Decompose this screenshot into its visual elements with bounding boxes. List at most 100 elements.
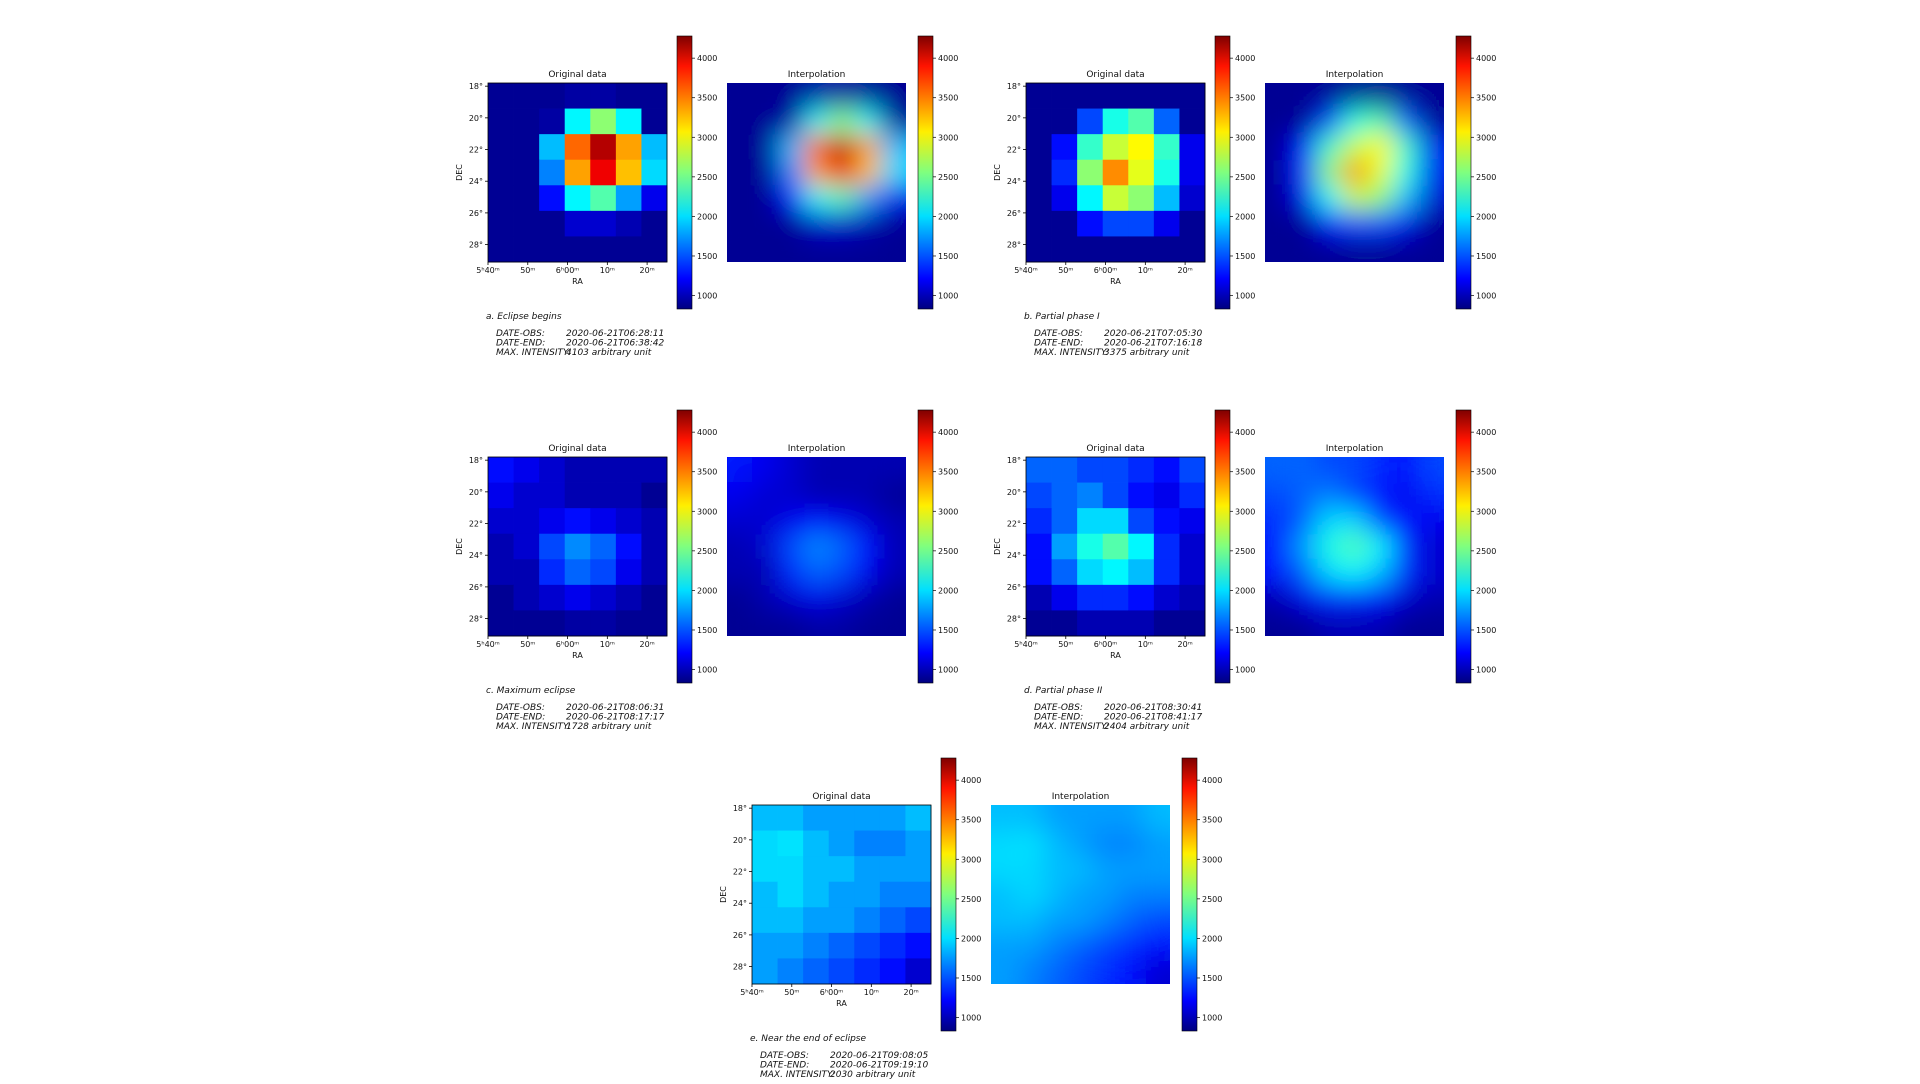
cell	[1026, 559, 1052, 586]
cell	[564, 482, 591, 509]
interp-cell	[1093, 805, 1120, 831]
colorbar-label: 1500	[961, 974, 981, 983]
cell	[1026, 185, 1052, 212]
interp-cell	[1418, 559, 1444, 586]
cell	[1051, 210, 1078, 237]
cell	[539, 584, 566, 611]
interp-cell	[1316, 236, 1343, 262]
cell	[641, 83, 668, 109]
interp-cell	[1265, 210, 1291, 237]
cell	[1051, 508, 1078, 535]
colorbar-label: 2000	[1235, 586, 1255, 595]
colorbar-label: 4000	[697, 54, 717, 63]
cell	[539, 559, 566, 586]
interp-cell	[1392, 236, 1419, 262]
y-tick-label: 26°	[1007, 583, 1021, 592]
interp-cell	[1392, 533, 1419, 560]
interp-cell	[752, 584, 779, 611]
colorbar-label: 3000	[697, 507, 717, 516]
interp-cell	[854, 610, 881, 636]
cell	[879, 830, 906, 857]
interp-cell	[1118, 830, 1145, 857]
info-key: DATE-END:	[496, 339, 545, 349]
interp-cell	[829, 482, 856, 509]
cell	[1179, 457, 1206, 483]
interp-cell	[778, 210, 805, 237]
cell	[1051, 185, 1078, 212]
cell	[564, 83, 591, 109]
interp-cell	[1290, 210, 1317, 237]
cell	[539, 185, 566, 212]
cell	[1077, 108, 1104, 135]
info-value: 1728 arbitrary unit	[566, 722, 652, 732]
interp-cell	[1418, 508, 1444, 535]
panel: Original data 5ʰ40ᵐ 50ᵐ 6ʰ00ᵐ 10ᵐ 20ᵐ 18° 20° 22…	[993, 409, 1496, 732]
caption: d. Partial phase II	[1024, 686, 1103, 696]
y-tick-label: 20°	[733, 836, 747, 845]
interp-cell	[854, 108, 881, 135]
y-tick-label: 24°	[469, 551, 483, 560]
interp-cell	[1341, 610, 1368, 636]
interp-cell	[752, 610, 779, 636]
info-key: DATE-OBS:	[1034, 329, 1083, 339]
cell	[641, 134, 668, 161]
colorbar-label: 2500	[697, 547, 717, 556]
interp-cell	[1118, 907, 1145, 934]
interp-cell	[778, 610, 805, 636]
x-tick-label: 10ᵐ	[864, 988, 879, 997]
interp-cell	[1367, 210, 1394, 237]
cell	[1179, 482, 1206, 509]
interp-cell	[1265, 559, 1291, 586]
interp-cell	[1265, 108, 1291, 135]
cell	[1026, 236, 1052, 263]
cell	[539, 508, 566, 535]
cell	[1077, 482, 1104, 509]
interp-cell	[778, 185, 805, 212]
interp-cell	[854, 210, 881, 237]
colorbar	[1455, 35, 1472, 310]
x-tick-label: 50ᵐ	[784, 988, 799, 997]
info-key: MAX. INTENSITY:	[496, 348, 571, 358]
cell	[590, 508, 617, 535]
interp-cell	[727, 559, 753, 586]
cell	[590, 83, 617, 109]
panel: Original data 5ʰ40ᵐ 50ᵐ 6ʰ00ᵐ 10ᵐ 20ᵐ 18° 20° 22…	[455, 35, 958, 358]
cell	[641, 108, 668, 135]
cell	[1102, 159, 1129, 186]
interp-cell	[1265, 134, 1291, 161]
interp-cell	[752, 159, 779, 186]
interp-cell	[752, 482, 779, 509]
info-key: MAX. INTENSITY:	[760, 1070, 835, 1080]
interp-cell	[880, 236, 906, 262]
interp-cell	[991, 856, 1017, 883]
interp-cell	[880, 134, 906, 161]
cell	[1051, 610, 1078, 637]
colorbar-label: 3000	[1476, 133, 1496, 142]
interp-cell	[1316, 185, 1343, 212]
colorbar-label: 3500	[1476, 94, 1496, 103]
cell	[905, 932, 932, 959]
interp-cell	[1341, 559, 1368, 586]
cell	[1051, 457, 1078, 483]
cell	[752, 856, 778, 883]
colorbar-label: 1000	[697, 292, 717, 301]
cell	[615, 159, 642, 186]
cell	[488, 508, 514, 535]
cell	[1102, 108, 1129, 135]
cell	[1179, 559, 1206, 586]
interp-cell	[880, 159, 906, 186]
interp-cell	[1093, 830, 1120, 857]
interp-cell	[1144, 932, 1170, 959]
interp-cell	[1367, 134, 1394, 161]
cell	[1026, 533, 1052, 560]
interp-cell	[1290, 482, 1317, 509]
colorbar	[1455, 409, 1472, 684]
colorbar-label: 3000	[938, 133, 958, 142]
cell	[828, 881, 855, 908]
cell	[828, 805, 855, 831]
y-tick-label: 24°	[469, 177, 483, 186]
interp-cell	[1144, 856, 1170, 883]
info-key: DATE-END:	[760, 1061, 809, 1071]
interp-cell	[1392, 134, 1419, 161]
plot-title: Interpolation	[1052, 792, 1110, 802]
